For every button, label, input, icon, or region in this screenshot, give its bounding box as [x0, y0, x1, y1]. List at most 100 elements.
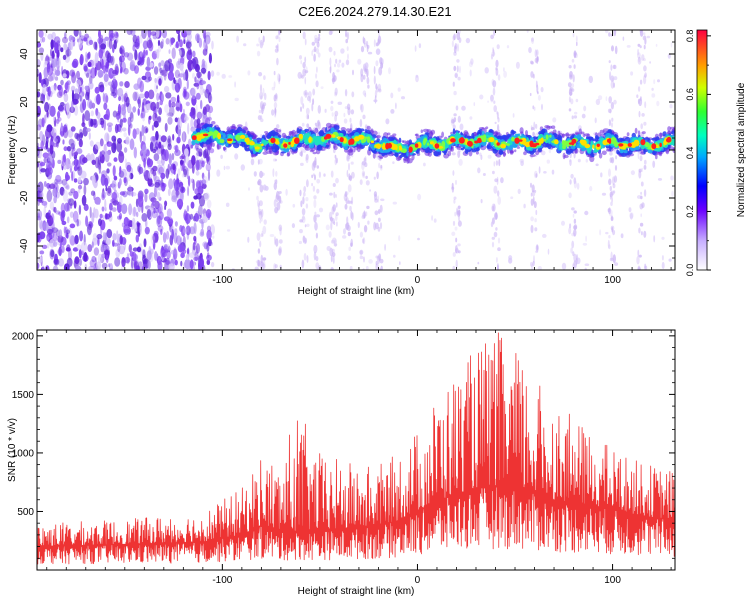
noise-speckle — [662, 255, 664, 260]
noise-speckle — [87, 244, 92, 252]
noise-speckle — [456, 59, 459, 63]
noise-speckle — [116, 230, 118, 240]
noise-speckle — [375, 60, 378, 66]
noise-speckle — [318, 105, 321, 114]
noise-speckle — [112, 233, 116, 241]
noise-speckle — [541, 104, 543, 110]
signal-speckle — [333, 145, 337, 150]
signal-speckle — [514, 149, 516, 152]
noise-speckle — [264, 219, 267, 225]
noise-speckle — [206, 230, 211, 240]
noise-speckle — [259, 92, 263, 100]
noise-speckle — [339, 60, 342, 63]
noise-speckle — [133, 83, 139, 90]
noise-speckle — [92, 241, 94, 248]
noise-speckle — [113, 76, 116, 81]
noise-speckle — [120, 191, 125, 195]
noise-speckle — [206, 163, 211, 171]
noise-speckle — [56, 119, 59, 124]
noise-speckle — [497, 190, 499, 196]
noise-speckle — [495, 122, 497, 124]
noise-speckle — [47, 243, 50, 248]
noise-speckle — [275, 179, 277, 184]
noise-speckle — [192, 179, 194, 191]
noise-speckle — [274, 71, 276, 75]
noise-speckle — [455, 180, 457, 185]
signal-speckle — [409, 139, 412, 144]
noise-speckle — [177, 199, 183, 209]
noise-speckle — [96, 261, 101, 270]
noise-speckle — [643, 32, 645, 35]
signal-speckle — [192, 135, 197, 140]
noise-speckle — [180, 160, 184, 164]
noise-speckle — [96, 94, 101, 105]
noise-speckle — [98, 118, 101, 125]
noise-speckle — [175, 260, 178, 266]
noise-speckle — [302, 196, 304, 204]
noise-speckle — [300, 107, 302, 112]
noise-speckle — [178, 33, 181, 42]
noise-speckle — [64, 263, 70, 272]
noise-speckle — [106, 255, 109, 263]
noise-speckle — [584, 211, 588, 215]
noise-speckle — [114, 31, 118, 38]
signal-speckle — [196, 135, 201, 142]
noise-speckle — [54, 132, 57, 142]
noise-speckle — [183, 249, 186, 253]
noise-speckle — [285, 189, 287, 196]
noise-speckle — [507, 45, 509, 48]
noise-speckle — [65, 49, 71, 56]
signal-speckle — [569, 142, 573, 144]
noise-speckle — [348, 163, 350, 171]
noise-speckle — [79, 31, 81, 38]
noise-speckle — [494, 161, 496, 166]
noise-speckle — [125, 158, 127, 165]
noise-speckle — [166, 168, 170, 178]
noise-speckle — [91, 191, 95, 196]
noise-speckle — [453, 113, 456, 116]
noise-speckle — [520, 159, 525, 163]
noise-speckle — [474, 102, 476, 106]
noise-speckle — [157, 216, 160, 225]
noise-speckle — [274, 102, 277, 109]
noise-speckle — [547, 160, 550, 164]
noise-speckle — [605, 232, 608, 234]
noise-speckle — [69, 163, 72, 168]
noise-speckle — [460, 124, 464, 131]
noise-speckle — [401, 96, 405, 99]
noise-speckle — [535, 124, 537, 129]
noise-speckle — [107, 52, 111, 62]
signal-speckle — [222, 133, 226, 140]
signal-speckle — [577, 134, 581, 139]
noise-speckle — [144, 193, 147, 203]
noise-speckle — [183, 109, 185, 115]
noise-speckle — [598, 95, 602, 100]
noise-speckle — [456, 208, 458, 216]
noise-speckle — [79, 205, 81, 215]
noise-speckle — [641, 168, 643, 172]
signal-speckle — [399, 138, 402, 143]
noise-speckle — [68, 159, 70, 164]
noise-speckle — [101, 254, 105, 258]
noise-speckle — [104, 132, 109, 141]
noise-speckle — [640, 155, 643, 161]
noise-speckle — [274, 236, 276, 245]
noise-speckle — [112, 200, 118, 206]
noise-speckle — [200, 232, 205, 237]
noise-speckle — [348, 184, 352, 192]
noise-speckle — [206, 209, 212, 218]
noise-speckle — [643, 58, 646, 61]
noise-speckle — [493, 105, 497, 112]
noise-speckle — [168, 178, 173, 189]
noise-speckle — [120, 235, 123, 245]
noise-speckle — [492, 47, 494, 52]
signal-speckle — [211, 121, 215, 125]
noise-speckle — [496, 111, 498, 115]
noise-speckle — [638, 228, 640, 234]
noise-speckle — [363, 256, 365, 262]
noise-speckle — [169, 153, 172, 165]
noise-speckle — [347, 54, 349, 60]
noise-speckle — [70, 40, 73, 51]
noise-speckle — [539, 166, 541, 173]
noise-speckle — [168, 189, 171, 197]
